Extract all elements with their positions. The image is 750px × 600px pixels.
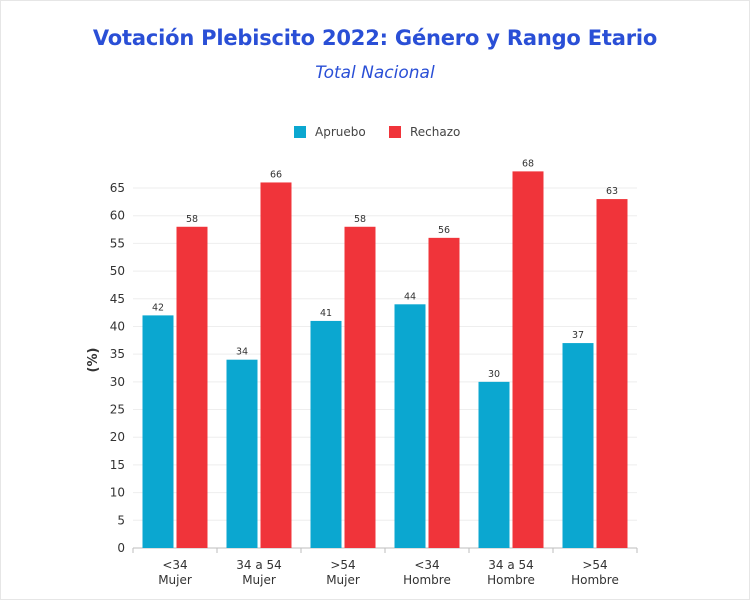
chart-title: Votación Plebiscito 2022: Género y Rango… (92, 26, 658, 50)
y-tick-label: 65 (110, 181, 125, 195)
bars (142, 171, 628, 549)
legend-swatch-apruebo (294, 126, 306, 138)
y-tick-label: 20 (110, 430, 125, 444)
data-label: 44 (404, 291, 416, 302)
y-tick-label: 30 (110, 375, 125, 389)
legend: Apruebo Rechazo (294, 125, 460, 139)
data-label: 42 (152, 302, 164, 313)
bar-apruebo (394, 304, 426, 548)
y-tick-label: 35 (110, 347, 125, 361)
bar-apruebo (142, 315, 174, 548)
legend-swatch-rechazo (389, 126, 401, 138)
y-tick-label: 60 (110, 209, 125, 223)
x-tick-label: 34 a 54 Mujer (236, 558, 282, 587)
grid-lines (133, 187, 637, 549)
x-axis: <34 Mujer 34 a 54 Mujer >54 Mujer <34 Hombre 34 … (132, 548, 638, 587)
bar-rechazo (428, 237, 460, 548)
x-tick-label: <34 Hombre (403, 558, 451, 587)
data-label: 58 (354, 214, 366, 225)
y-tick-label: 15 (110, 458, 125, 472)
data-label: 56 (438, 225, 450, 236)
bar-rechazo (596, 199, 628, 549)
legend-label-apruebo: Apruebo (315, 125, 366, 139)
bar-rechazo (344, 226, 376, 548)
y-tick-label: 50 (110, 264, 125, 278)
data-label: 66 (270, 169, 282, 180)
y-tick-label: 25 (110, 403, 125, 417)
data-label: 34 (236, 347, 248, 358)
data-label: 41 (320, 308, 332, 319)
bar-rechazo (260, 182, 292, 548)
data-label: 58 (186, 214, 198, 225)
chart-subtitle: Total Nacional (315, 63, 435, 83)
bar-rechazo (176, 226, 208, 548)
y-tick-label: 10 (110, 486, 125, 500)
legend-label-rechazo: Rechazo (410, 125, 460, 139)
y-tick-label: 0 (117, 541, 125, 555)
bar-apruebo (478, 381, 510, 548)
data-label: 37 (572, 330, 584, 341)
bar-rechazo (512, 171, 544, 548)
y-tick-label: 45 (110, 292, 125, 306)
x-tick-label: <34 Mujer (158, 558, 192, 587)
y-axis: 0 5 10 15 20 25 30 35 40 45 50 55 60 65 (%) (86, 181, 125, 555)
x-tick-label: >54 Hombre (571, 558, 619, 587)
data-label: 30 (488, 369, 500, 380)
x-tick-label: 34 a 54 Hombre (487, 558, 535, 587)
data-label: 68 (522, 158, 534, 169)
data-labels: 42 58 34 66 41 58 44 56 30 68 37 63 (152, 158, 618, 379)
y-axis-title: (%) (86, 348, 101, 373)
y-tick-label: 5 (117, 513, 125, 527)
bar-apruebo (310, 320, 342, 548)
data-label: 63 (606, 186, 618, 197)
x-tick-label: >54 Mujer (326, 558, 360, 587)
y-tick-label: 55 (110, 236, 125, 250)
bar-apruebo (226, 359, 258, 548)
bar-apruebo (562, 343, 594, 548)
y-tick-label: 40 (110, 319, 125, 333)
